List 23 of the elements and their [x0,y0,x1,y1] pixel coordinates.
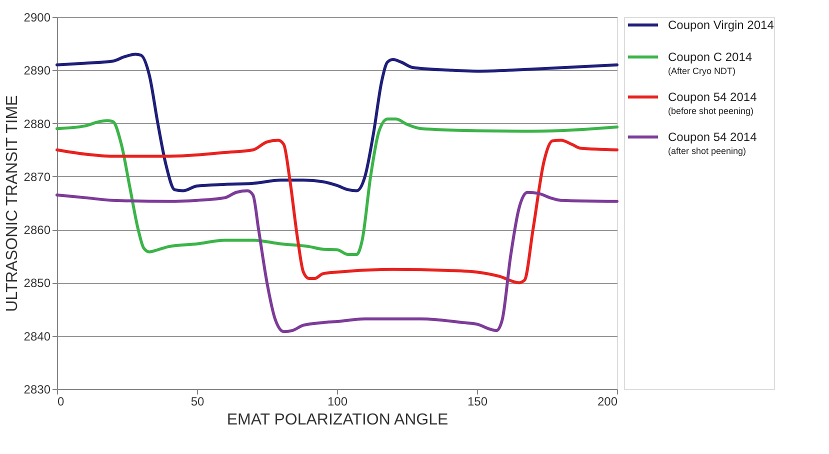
y-tick-label: 2830 [24,382,51,396]
y-tick-label: 2900 [24,10,51,24]
y-tick-label: 2880 [24,116,51,131]
line-series [56,138,618,284]
y-tick-label: 2860 [24,223,51,238]
y-tick-label: 2840 [24,329,51,344]
y-tick-label: 2890 [24,64,51,78]
legend-label: Coupon Virgin 2014 [668,18,774,32]
line-series [56,118,618,256]
legend-label: Coupon C 2014 (After Cryo NDT) [668,50,752,76]
x-tick-label: 150 [467,394,488,408]
legend-label: Coupon 54 2014 (before shot peening) [668,90,758,116]
legend-label: Coupon 54 2014 (after shot peening) [668,130,758,156]
x-tick-label: 200 [597,394,618,408]
y-axis-title: ULTRASONIC TRANSIT TIME [4,95,21,312]
y-tick-label: 2870 [24,170,51,184]
y-tick-label: 2850 [24,276,51,290]
line-series [56,189,618,334]
x-axis-title: EMAT POLARIZATION ANGLE [226,412,448,428]
line-series [56,52,618,192]
x-tick-label: 50 [190,394,204,408]
x-tick-label: 0 [58,394,64,408]
x-tick-label: 100 [327,394,348,408]
